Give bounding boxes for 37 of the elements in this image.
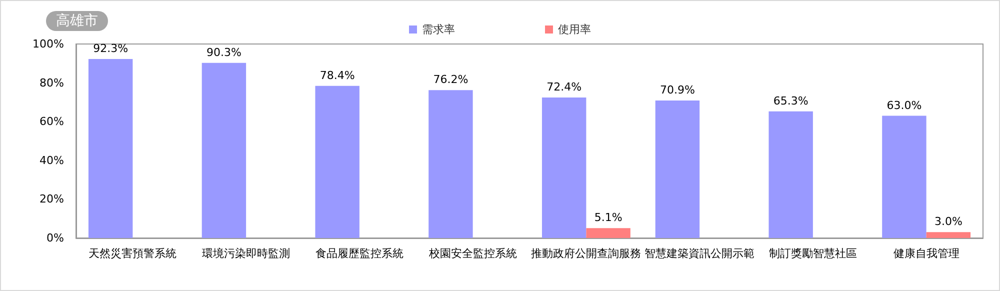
legend-label: 使用率 [558, 23, 591, 36]
y-tick-label: 100% [32, 38, 64, 50]
data-label: 92.3% [93, 42, 128, 55]
bar [88, 58, 133, 238]
bar [655, 100, 700, 238]
x-tick-label: 智慧建築資訊公開示範 [644, 247, 755, 260]
y-tick-label: 80% [40, 76, 64, 90]
y-tick-label: 0% [46, 232, 64, 244]
y-tick-label: 60% [40, 115, 64, 128]
data-label: 78.4% [320, 68, 355, 82]
data-label: 70.9% [660, 83, 695, 96]
x-tick-label: 健康自我管理 [893, 247, 960, 260]
data-label: 90.3% [206, 46, 242, 59]
bar [542, 98, 586, 238]
legend-label: 需求率 [422, 23, 455, 36]
data-label: 72.4% [546, 80, 582, 94]
x-tick-label: 食品履歷監控系統 [315, 247, 404, 260]
data-label: 3.0% [934, 215, 962, 228]
x-tick-label: 環境污染即時監測 [202, 247, 290, 260]
bar [882, 116, 926, 238]
data-label: 76.2% [433, 73, 468, 86]
bar [586, 228, 630, 238]
bar [202, 62, 246, 238]
bar [926, 232, 971, 238]
x-tick-label: 天然災害預警系統 [88, 247, 177, 260]
bar [428, 90, 473, 238]
x-tick-label: 校園安全監控系統 [428, 247, 517, 260]
data-label: 5.1% [594, 211, 622, 224]
y-tick-label: 20% [40, 192, 64, 206]
x-tick-label: 制訂獎勵智慧社區 [768, 247, 857, 260]
data-label: 65.3% [773, 94, 808, 108]
y-tick-label: 40% [40, 154, 64, 167]
data-label: 63.0% [886, 98, 922, 112]
x-tick-label: 推動政府公開查詢服務 [531, 247, 642, 260]
bar [768, 111, 813, 238]
bar [315, 86, 360, 238]
chart-title: 高雄市 [56, 13, 98, 29]
